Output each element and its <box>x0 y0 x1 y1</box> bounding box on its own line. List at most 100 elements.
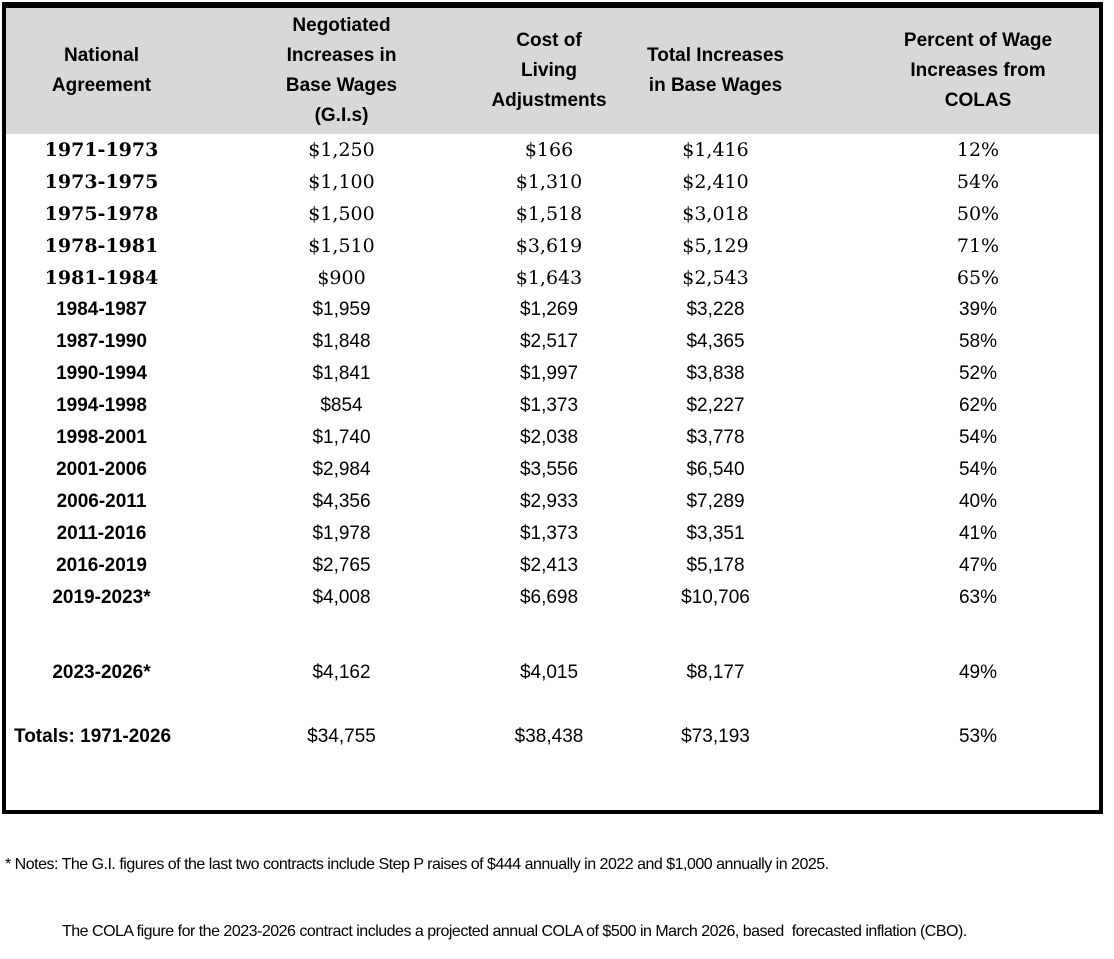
total-cell: $2,410 <box>682 171 749 193</box>
row-label-cell: 1984-1987 <box>56 299 147 320</box>
row-label-cell: 2011-2016 <box>56 523 147 544</box>
percent-cell: 49% <box>958 662 998 683</box>
percent-cell: 47% <box>958 555 998 576</box>
total-cell: $3,838 <box>686 363 745 384</box>
footnotes: * Notes: The G.I. figures of the last tw… <box>5 820 1109 959</box>
percent-cell: 54% <box>958 427 998 448</box>
cola-cell: $3,556 <box>519 459 579 480</box>
wage-table-frame: National Agreement Negotiated Increases … <box>2 2 1103 814</box>
gi-cell: $34,755 <box>307 726 376 747</box>
total-cell: $3,351 <box>686 523 745 544</box>
header-total-increases: Total Increases in Base Wages <box>612 8 819 134</box>
gi-cell: $1,510 <box>308 235 375 257</box>
table-row: 2019-2023* $4,008 $6,698 $10,706 63% <box>6 582 1099 614</box>
cola-cell: $6,698 <box>519 587 579 608</box>
percent-cell: 54% <box>958 459 998 480</box>
table-row: 1994-1998 $854 $1,373 $2,227 62% <box>6 390 1099 422</box>
table-row: 1981-1984 $900 $1,643 $2,543 65% <box>6 262 1099 294</box>
percent-cell: 53% <box>958 726 998 747</box>
percent-cell: 62% <box>958 395 998 416</box>
footnote-step-p: * Notes: The G.I. figures of the last tw… <box>5 856 829 873</box>
cola-cell: $1,373 <box>519 523 579 544</box>
cola-cell: $4,015 <box>519 662 579 683</box>
percent-cell: 39% <box>958 299 998 320</box>
percent-cell: 40% <box>958 491 998 512</box>
gi-cell: $2,984 <box>312 459 371 480</box>
total-cell: $4,365 <box>686 331 745 352</box>
row-label-cell: 1978-1981 <box>44 235 159 257</box>
percent-cell: 12% <box>956 139 1000 161</box>
total-cell: $3,778 <box>686 427 745 448</box>
row-label-cell: 1981-1984 <box>44 267 159 289</box>
row-label-cell: 2019-2023* <box>52 587 151 608</box>
cola-cell: $2,933 <box>519 491 579 512</box>
total-cell: $8,177 <box>686 662 745 683</box>
gi-cell: $1,500 <box>308 203 375 225</box>
row-label-cell: 1975-1978 <box>44 203 159 225</box>
row-label-cell: 2001-2006 <box>56 459 147 480</box>
row-label-cell: 1987-1990 <box>56 331 147 352</box>
row-label-cell: Totals: 1971-2026 <box>14 726 172 747</box>
gi-cell: $1,959 <box>312 299 371 320</box>
total-cell: $3,228 <box>686 299 745 320</box>
percent-cell: 52% <box>958 363 998 384</box>
row-label-cell: 1973-1975 <box>44 171 159 193</box>
cola-cell: $38,438 <box>514 726 584 747</box>
row-label-cell: 2006-2011 <box>56 491 147 512</box>
cola-cell: $1,518 <box>515 203 583 225</box>
total-cell: $6,540 <box>686 459 745 480</box>
percent-cell: 50% <box>956 203 1000 225</box>
percent-cell: 63% <box>958 587 998 608</box>
table-row: 1975-1978 $1,500 $1,518 $3,018 50% <box>6 198 1099 230</box>
spacer-row <box>6 614 1099 657</box>
row-label-cell: 1971-1973 <box>44 139 159 161</box>
gi-cell: $1,848 <box>312 331 371 352</box>
percent-cell: 71% <box>956 235 1000 257</box>
gi-cell: $4,008 <box>312 587 371 608</box>
cola-cell: $1,310 <box>515 171 583 193</box>
table-row: 2016-2019 $2,765 $2,413 $5,178 47% <box>6 550 1099 582</box>
total-cell: $73,193 <box>681 726 750 747</box>
cola-cell: $2,038 <box>519 427 579 448</box>
total-cell: $10,706 <box>681 587 750 608</box>
cola-cell: $166 <box>524 139 574 161</box>
row-label-cell: 2016-2019 <box>56 555 147 576</box>
gi-cell: $854 <box>320 395 363 416</box>
gi-cell: $2,765 <box>312 555 371 576</box>
table-row: 1987-1990 $1,848 $2,517 $4,365 58% <box>6 326 1099 358</box>
percent-cell: 54% <box>956 171 1000 193</box>
cola-cell: $2,517 <box>519 331 579 352</box>
table-row: 2023-2026* $4,162 $4,015 $8,177 49% <box>6 657 1099 689</box>
gi-cell: $1,978 <box>312 523 371 544</box>
total-cell: $2,227 <box>686 395 745 416</box>
header-negotiated-increases: Negotiated Increases in Base Wages (G.I.… <box>197 8 486 134</box>
gi-cell: $1,740 <box>312 427 371 448</box>
gi-cell: $4,162 <box>312 662 371 683</box>
table-row: 2001-2006 $2,984 $3,556 $6,540 54% <box>6 454 1099 486</box>
header-row: National Agreement Negotiated Increases … <box>6 8 1099 134</box>
cola-cell: $2,413 <box>519 555 579 576</box>
totals-row: Totals: 1971-2026 $34,755 $38,438 $73,193 53… <box>6 721 1099 753</box>
spacer-row <box>6 689 1099 721</box>
row-label-cell: 1998-2001 <box>56 427 147 448</box>
row-label-cell: 1994-1998 <box>56 395 147 416</box>
total-cell: $5,178 <box>686 555 745 576</box>
header-percent-from-colas: Percent of Wage Increases from COLAS <box>819 8 1099 134</box>
row-label-cell: 1990-1994 <box>56 363 147 384</box>
total-cell: $7,289 <box>686 491 745 512</box>
total-cell: $3,018 <box>682 203 749 225</box>
gi-cell: $1,100 <box>308 171 375 193</box>
total-cell: $2,543 <box>682 267 749 289</box>
table-row: 2011-2016 $1,978 $1,373 $3,351 41% <box>6 518 1099 550</box>
percent-cell: 65% <box>956 267 1000 289</box>
table-row: 1978-1981 $1,510 $3,619 $5,129 71% <box>6 230 1099 262</box>
row-label-cell: 2023-2026* <box>52 662 151 683</box>
footnote-cola-projection: The COLA figure for the 2023-2026 contra… <box>62 923 967 940</box>
wage-table: National Agreement Negotiated Increases … <box>6 8 1099 753</box>
table-row: 1973-1975 $1,100 $1,310 $2,410 54% <box>6 166 1099 198</box>
cola-cell: $1,643 <box>515 267 583 289</box>
table-row: 2006-2011 $4,356 $2,933 $7,289 40% <box>6 486 1099 518</box>
gi-cell: $4,356 <box>312 491 371 512</box>
table-row: 1990-1994 $1,841 $1,997 $3,838 52% <box>6 358 1099 390</box>
table-row: 1998-2001 $1,740 $2,038 $3,778 54% <box>6 422 1099 454</box>
